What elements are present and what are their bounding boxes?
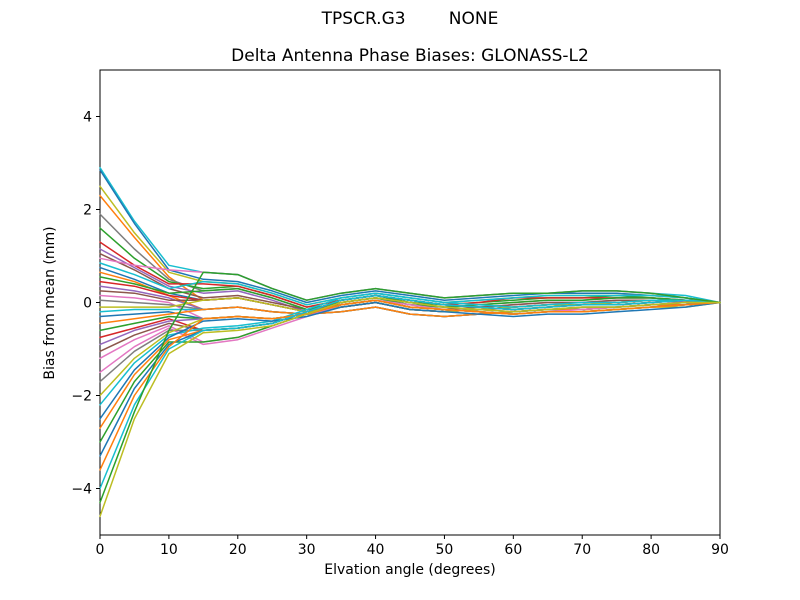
line-series bbox=[99, 166, 721, 304]
x-tick-label: 60 bbox=[504, 542, 522, 558]
series-lines bbox=[99, 166, 721, 518]
x-tick-label: 0 bbox=[96, 542, 105, 558]
line-series bbox=[99, 301, 721, 420]
y-tick-label: 2 bbox=[83, 203, 92, 219]
line-series bbox=[99, 299, 721, 471]
y-tick-label: −4 bbox=[71, 482, 92, 498]
x-tick-label: 80 bbox=[642, 542, 660, 558]
x-tick-label: 50 bbox=[436, 542, 454, 558]
x-tick-label: 40 bbox=[367, 542, 385, 558]
x-tick-label: 90 bbox=[711, 542, 729, 558]
x-tick-label: 10 bbox=[160, 542, 178, 558]
x-tick-label: 70 bbox=[573, 542, 591, 558]
line-series bbox=[99, 169, 721, 304]
x-axis-ticks: 0 10 20 30 40 50 60 70 80 90 bbox=[96, 535, 729, 558]
line-series bbox=[99, 294, 721, 490]
y-axis-ticks: −4 −2 0 2 4 bbox=[71, 110, 100, 498]
line-series bbox=[99, 297, 721, 518]
line-series bbox=[99, 292, 721, 406]
x-axis-label: Elvation angle (degrees) bbox=[324, 562, 496, 578]
line-series bbox=[99, 271, 721, 504]
line-series bbox=[99, 294, 721, 429]
axes-title: Delta Antenna Phase Biases: GLONASS-L2 bbox=[231, 46, 589, 66]
x-tick-label: 20 bbox=[229, 542, 247, 558]
y-axis-label-text: Bias from mean (mm) bbox=[42, 226, 58, 380]
y-tick-label: 4 bbox=[83, 110, 92, 126]
y-tick-label: −2 bbox=[71, 389, 92, 405]
x-tick-label: 30 bbox=[298, 542, 316, 558]
y-tick-label: 0 bbox=[83, 296, 92, 312]
figure-title: TPSCR.G3 NONE bbox=[321, 9, 499, 29]
